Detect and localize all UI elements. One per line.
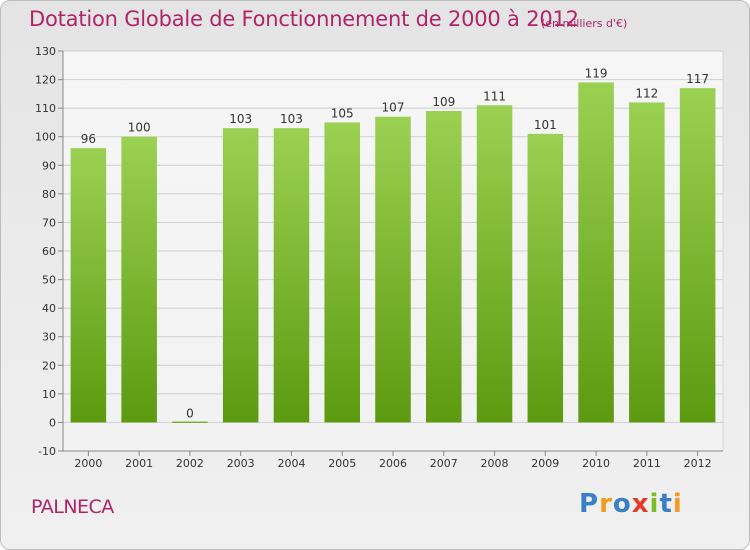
bar — [273, 128, 310, 423]
chart-subtitle: (en milliers d'€) — [541, 17, 628, 30]
x-tick-label: 2002 — [176, 457, 204, 470]
bar-value-label: 96 — [81, 132, 96, 146]
bar — [324, 122, 360, 423]
bar — [578, 82, 614, 423]
x-tick-label: 2008 — [481, 457, 509, 470]
chart-title: Dotation Globale de Fonctionnement de 20… — [29, 7, 579, 31]
bar-value-label: 103 — [229, 112, 252, 126]
x-tick-label: 2001 — [125, 457, 153, 470]
bar-value-label: 112 — [635, 86, 658, 100]
bar — [679, 88, 716, 423]
y-tick-label: 60 — [42, 245, 56, 258]
y-tick-label: 120 — [35, 74, 56, 87]
bar-value-label: 117 — [686, 72, 709, 86]
y-tick-label: 80 — [42, 188, 56, 201]
bar-value-label: 105 — [331, 106, 354, 120]
y-tick-label: 70 — [42, 216, 56, 229]
bar-value-label: 103 — [280, 112, 303, 126]
x-tick-label: 2012 — [684, 457, 712, 470]
bar-value-label: 101 — [534, 118, 557, 132]
bar — [476, 105, 513, 423]
y-tick-label: 130 — [35, 45, 56, 58]
bar — [121, 136, 157, 423]
bar — [629, 102, 665, 423]
plot-area: -10 0 10 20 30 40 50 60 70 80 90 100 110 120 130 96 2000… — [35, 45, 724, 470]
y-tick-label: 40 — [42, 302, 56, 315]
y-tick-label: 20 — [42, 359, 56, 372]
bar — [172, 421, 208, 423]
x-tick-label: 2009 — [531, 457, 559, 470]
bar — [375, 116, 411, 423]
x-tick-label: 2006 — [379, 457, 407, 470]
x-tick-label: 2004 — [277, 457, 305, 470]
y-tick-label: 90 — [42, 159, 56, 172]
bar-value-label: 107 — [382, 101, 405, 115]
x-tick-label: 2011 — [633, 457, 661, 470]
bar — [426, 111, 462, 423]
y-tick-label: 10 — [42, 388, 56, 401]
x-tick-label: 2005 — [328, 457, 356, 470]
y-tick-label: 50 — [42, 274, 56, 287]
y-tick-label: -10 — [38, 445, 56, 458]
bar — [222, 128, 259, 423]
y-tick-label: 0 — [49, 416, 56, 429]
bar — [527, 133, 564, 423]
bar — [70, 148, 107, 423]
x-tick-label: 2007 — [430, 457, 458, 470]
bar-value-label: 111 — [483, 89, 506, 103]
bar-value-label: 119 — [585, 66, 608, 80]
bar-value-label: 100 — [128, 121, 151, 135]
y-tick-label: 100 — [35, 131, 56, 144]
x-tick-label: 2003 — [227, 457, 255, 470]
y-tick-label: 30 — [42, 331, 56, 344]
x-tick-label: 2010 — [582, 457, 610, 470]
proxiti-logo: Proxiti — [579, 489, 683, 519]
commune-name: PALNECA — [31, 496, 114, 518]
x-tick-label: 2000 — [74, 457, 102, 470]
bar-value-label: 0 — [186, 406, 194, 420]
y-tick-label: 110 — [35, 102, 56, 115]
bar-value-label: 109 — [432, 95, 455, 109]
